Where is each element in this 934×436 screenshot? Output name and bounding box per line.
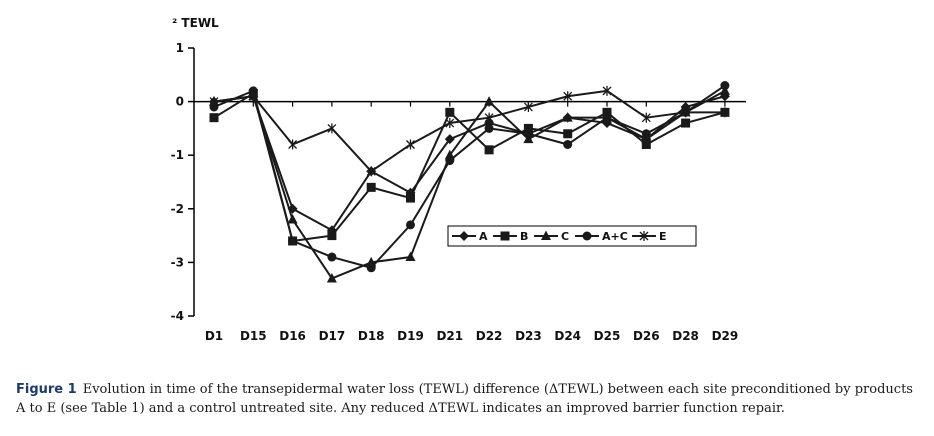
data-point (641, 139, 651, 149)
caption-label: Figure 1 (16, 382, 77, 397)
legend-label: B (520, 230, 528, 243)
legend-label: A+C (602, 230, 628, 243)
data-point (366, 166, 376, 177)
legend-marker (582, 231, 592, 241)
data-point (523, 129, 533, 139)
axes: 1 0 -1 -2 -3 -4 D1 D15 D16 D17 D18 D19 D21 D22 D23 D24 D… (171, 41, 746, 343)
data-point (445, 107, 455, 117)
legend-item: C (534, 230, 569, 243)
x-tick-label: D25 (594, 329, 621, 343)
data-point (326, 272, 337, 283)
data-point (563, 91, 573, 102)
data-point (681, 118, 691, 128)
series-line (213, 90, 726, 280)
legend-marker (500, 231, 510, 241)
data-point (720, 81, 730, 91)
y-axis-label: ² TEWL (172, 16, 219, 30)
x-tick-label: D23 (515, 329, 542, 343)
data-point (288, 139, 298, 150)
series-line (213, 84, 726, 269)
data-point (562, 112, 573, 122)
y-tick-label: -3 (171, 255, 184, 269)
data-point (209, 96, 219, 107)
legend-label: C (561, 230, 569, 243)
data-point (602, 85, 612, 96)
series-line (213, 92, 726, 242)
data-point (523, 101, 533, 112)
x-tick-label: D1 (205, 329, 223, 343)
x-tick-label: D24 (554, 329, 581, 343)
x-tick-label: D18 (358, 329, 385, 343)
y-tick-label: -4 (171, 309, 184, 323)
caption-text: Evolution in time of the transepidermal … (16, 382, 913, 416)
y-tick-label: 1 (176, 41, 184, 55)
data-point (366, 182, 376, 192)
data-point (720, 107, 730, 118)
x-tick-label: D16 (279, 329, 306, 343)
data-point (406, 139, 415, 150)
data-point (719, 85, 730, 95)
data-point (209, 113, 219, 123)
x-tick-label: D29 (712, 329, 739, 343)
data-point (523, 133, 534, 144)
data-point (641, 112, 651, 123)
x-tick-label: D26 (633, 329, 660, 343)
line-chart: ² TEWL 1 0 -1 -2 -3 -4 D1 D15 D16 D17 D18 D19 D21 D22… (171, 16, 746, 343)
legend-label: A (479, 230, 488, 243)
data-point (248, 91, 258, 102)
data-point (287, 214, 298, 224)
data-point (405, 251, 416, 262)
legend-item: B (493, 230, 528, 243)
y-tick-label: -1 (171, 148, 184, 162)
x-tick-label: D15 (240, 329, 267, 343)
x-tick-label: D22 (476, 329, 503, 343)
data-point (327, 252, 337, 262)
series-c (209, 85, 730, 283)
legend: A B C A+C E (447, 225, 697, 247)
data-point (563, 139, 573, 149)
data-point (563, 129, 573, 139)
data-point (444, 134, 455, 145)
x-tick-label: D21 (436, 329, 463, 343)
legend-marker (459, 231, 469, 241)
x-tick-label: D19 (397, 329, 424, 343)
data-point (523, 123, 533, 133)
y-tick-label: 0 (176, 95, 184, 109)
x-tick-label: D17 (319, 329, 346, 343)
series-layer (209, 81, 730, 283)
data-point (327, 231, 337, 241)
data-point (484, 112, 494, 123)
legend-box (447, 225, 697, 247)
data-point (681, 107, 691, 118)
series-a (209, 91, 730, 236)
legend-item: A (452, 230, 488, 243)
x-tick-label: D28 (672, 329, 699, 343)
data-point (366, 263, 376, 273)
legend-marker (639, 231, 649, 241)
data-point (641, 133, 652, 144)
legend-marker (541, 230, 551, 240)
data-point (445, 156, 455, 166)
legend-item: E (632, 230, 667, 243)
data-point (327, 123, 337, 134)
data-point (484, 96, 495, 106)
series-e (209, 85, 730, 177)
data-point (484, 123, 494, 133)
data-point (406, 193, 415, 203)
data-point (406, 220, 415, 230)
series-line (213, 89, 725, 173)
y-tick-label: -2 (171, 202, 184, 216)
data-point (484, 145, 494, 155)
figure-caption: Figure 1 Evolution in time of the transep… (16, 380, 916, 418)
data-point (445, 118, 455, 129)
data-point (288, 236, 298, 246)
data-point (602, 113, 612, 123)
legend-item: A+C (575, 230, 628, 243)
legend-label: E (659, 230, 667, 243)
data-point (641, 129, 651, 139)
